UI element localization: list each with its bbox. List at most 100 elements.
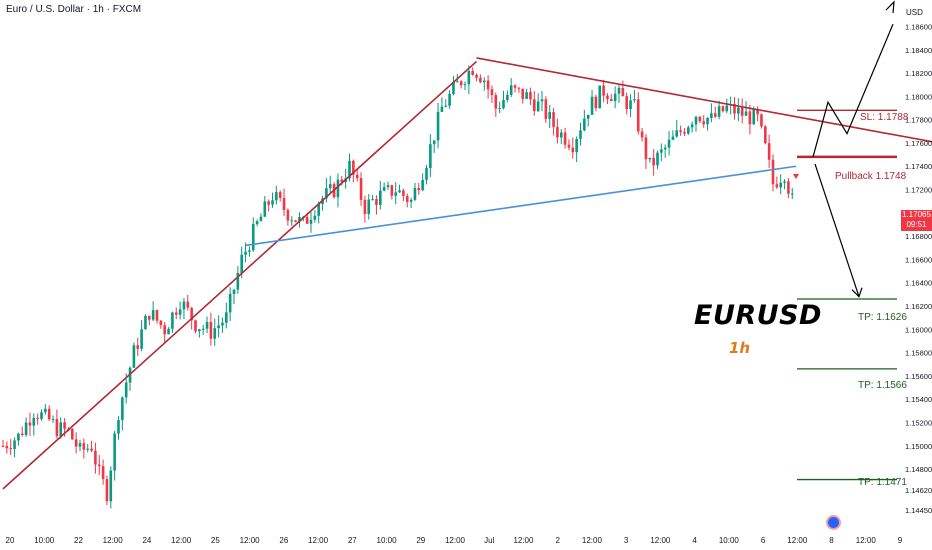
candle-body <box>113 433 116 471</box>
candle-body <box>140 329 143 349</box>
candle-body <box>363 199 367 215</box>
candle-body <box>386 185 390 188</box>
candle-body <box>563 132 567 145</box>
bearish-projection-arrow <box>814 163 860 297</box>
candle-body <box>132 345 136 368</box>
candle-body <box>398 190 401 193</box>
candle-body <box>171 312 174 329</box>
candle-body <box>444 105 448 107</box>
candle-body <box>97 464 101 467</box>
y-tick-label: 1.16800 <box>905 232 932 241</box>
candle-body <box>217 325 220 329</box>
candle-body <box>690 124 694 128</box>
x-tick-label: 12:00 <box>856 536 877 545</box>
tradingview-logo-icon[interactable] <box>828 517 839 528</box>
watermark-timeframe: 1h <box>729 339 751 357</box>
candle-body <box>278 192 282 198</box>
candle-body <box>482 80 486 83</box>
candle-body <box>717 106 721 117</box>
candle-body <box>586 114 590 119</box>
x-tick-label: 10:00 <box>34 536 55 545</box>
x-tick-label: 2 <box>555 536 560 545</box>
x-tick-label: 12:00 <box>103 536 124 545</box>
x-tick-label: 12:00 <box>240 536 261 545</box>
last-price-value: 1.17065 <box>902 210 931 219</box>
arrowhead-up-icon <box>885 0 895 14</box>
x-tick-label: 10:00 <box>719 536 740 545</box>
candle-body <box>90 448 93 451</box>
uptrend-line <box>2 60 478 490</box>
candle-body <box>602 85 605 96</box>
candle-body <box>694 116 698 125</box>
candle-body <box>263 201 267 217</box>
candle-body <box>521 88 525 99</box>
candle-body <box>417 187 421 191</box>
candle-body <box>124 382 128 398</box>
x-tick-label: 27 <box>348 536 357 545</box>
candle-body <box>382 187 386 191</box>
candle-body <box>713 113 717 117</box>
candle-body <box>606 95 609 100</box>
candle-body <box>413 187 417 200</box>
candle-body <box>74 439 78 447</box>
candle-body <box>671 136 675 140</box>
candle-body <box>710 113 713 119</box>
last-price-badge: 1.17065 09:51 <box>901 210 932 231</box>
candle-body <box>325 188 328 199</box>
candle-body <box>5 445 9 449</box>
candle-body <box>105 479 109 502</box>
level-label-tp2: TP: 1.1566 <box>858 380 907 391</box>
x-tick-label: 26 <box>279 536 288 545</box>
candle-body <box>86 448 89 450</box>
candle-body <box>748 111 752 125</box>
candle-body <box>340 179 344 183</box>
candle-body <box>667 139 671 148</box>
candle-body <box>9 448 12 450</box>
candle-body <box>40 412 43 419</box>
candle-body <box>636 99 640 132</box>
candle-body <box>182 301 186 310</box>
y-tick-label: 1.17200 <box>905 186 932 195</box>
candle-body <box>509 85 513 95</box>
y-tick-label: 1.16400 <box>905 279 932 288</box>
y-tick-label: 1.18200 <box>905 69 932 78</box>
y-tick-label: 1.17800 <box>905 116 932 125</box>
level-label-tp3: TP: 1.1471 <box>858 477 907 488</box>
candle-body <box>78 443 82 447</box>
candle-body <box>613 93 617 102</box>
candle-body <box>760 114 763 127</box>
candle-body <box>267 201 270 205</box>
candle-body <box>756 109 759 115</box>
y-tick-label: 1.15600 <box>905 372 932 381</box>
y-tick-label: 1.15800 <box>905 349 932 358</box>
candle-body <box>190 307 193 321</box>
y-tick-label: 1.18400 <box>905 46 932 55</box>
candle-body <box>313 215 317 220</box>
candle-body <box>248 250 251 252</box>
price-levels <box>797 109 897 481</box>
x-tick-label: Jul <box>484 536 494 545</box>
candle-body <box>629 100 632 110</box>
x-tick-label: 6 <box>761 536 766 545</box>
candle-body <box>178 309 182 315</box>
candle-body <box>317 204 320 216</box>
x-tick-label: 8 <box>829 536 834 545</box>
candle-body <box>506 94 509 101</box>
candle-body <box>648 157 652 160</box>
candle-body <box>144 315 147 330</box>
candle-body <box>525 92 528 99</box>
candle-body <box>290 220 294 222</box>
candle-body <box>259 216 263 222</box>
candle-body <box>598 85 602 109</box>
x-tick-label: 22 <box>74 536 83 545</box>
candle-body <box>51 419 55 421</box>
candle-body <box>733 104 736 114</box>
candle-body <box>28 422 32 426</box>
candle-body <box>529 92 532 100</box>
candle-body <box>579 130 582 139</box>
candle-body <box>698 116 702 122</box>
trendlines <box>2 57 932 490</box>
y-tick-label: 1.15200 <box>905 418 932 427</box>
candle-body <box>559 132 563 138</box>
